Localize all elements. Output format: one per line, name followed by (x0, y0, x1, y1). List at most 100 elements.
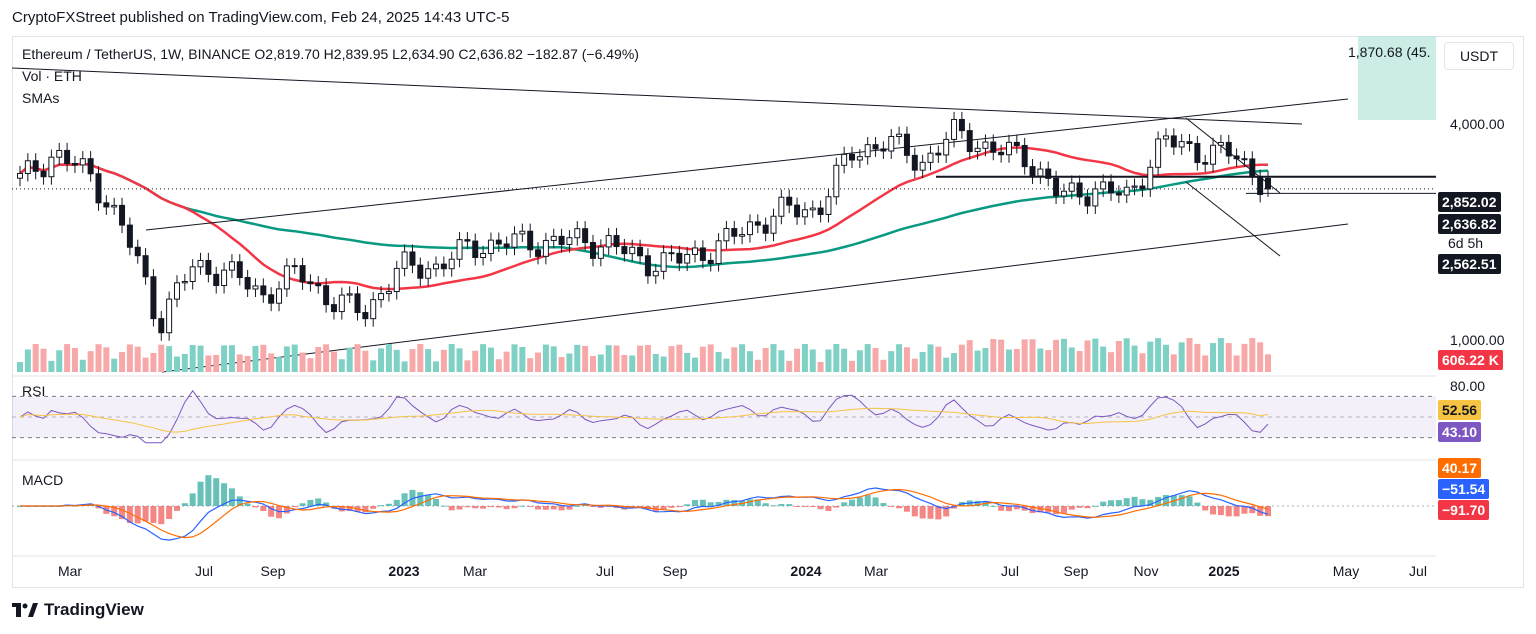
macd-hist-bar (480, 506, 487, 509)
tradingview-logo[interactable]: TradingView (12, 600, 144, 620)
candle-body (550, 235, 557, 241)
macd-hist-bar (181, 503, 188, 506)
volume-bar (487, 347, 494, 372)
candle-body (809, 207, 816, 211)
candle-body (1155, 138, 1162, 168)
sma-slow-line (19, 162, 1269, 269)
candle-body (472, 240, 479, 259)
macd-hist-bar (1060, 506, 1067, 514)
volume-bar (330, 351, 337, 372)
volume-bar (558, 357, 565, 372)
sma-legend[interactable]: SMAs (22, 90, 60, 106)
volume-bar (244, 356, 251, 372)
macd-hist-bar (1131, 496, 1138, 506)
volume-bar (480, 344, 487, 372)
candle-body (166, 298, 173, 334)
symbol-name: Ethereum / TetherUS, 1W, BINANCE (22, 46, 251, 62)
price-axis-label-4000: 4,000.00 (1450, 116, 1505, 132)
macd-hist-bar (692, 499, 699, 506)
macd-hist-bar (213, 478, 220, 506)
candle-body (542, 239, 549, 257)
candle-body (511, 233, 518, 248)
volume-bar (699, 346, 706, 372)
candle-body (1131, 185, 1138, 188)
macd-hist-bar (637, 506, 644, 507)
volume-bar (739, 344, 746, 372)
macd-title[interactable]: MACD (22, 472, 64, 488)
volume-bar (762, 347, 769, 372)
candle-body (746, 221, 753, 236)
macd-hist-bar (346, 506, 353, 512)
volume-bar (864, 344, 871, 372)
candle-body (833, 164, 840, 198)
macd-hist-bar (872, 497, 879, 506)
macd-hist-bar (299, 503, 306, 506)
currency-button[interactable]: USDT (1444, 42, 1514, 70)
candle-body (778, 196, 785, 217)
macd-hist-bar (841, 502, 848, 506)
volume-bar (1123, 338, 1130, 372)
volume-bar (511, 344, 518, 372)
macd-hist-bar (119, 506, 126, 520)
volume-bar (809, 349, 816, 372)
candle-body (1186, 141, 1193, 144)
macd-hist-bar (472, 506, 479, 509)
long-position-box (1358, 36, 1436, 120)
volume-bar (464, 360, 471, 372)
candle-body (126, 224, 133, 248)
volume-bar (1194, 343, 1201, 372)
volume-bar (990, 339, 997, 372)
macd-hist-bar (1162, 495, 1169, 506)
candle-body (338, 294, 345, 313)
volume-bar (519, 346, 526, 372)
macd-hist-bar (935, 506, 942, 520)
volume-bar (550, 346, 557, 372)
candle-body (1241, 158, 1248, 161)
macd-hist-bar (896, 506, 903, 509)
candle-body (1233, 155, 1240, 160)
candle-body (699, 247, 706, 261)
volume-bar (825, 349, 832, 372)
candle-body (48, 156, 55, 178)
candle-body (260, 285, 267, 296)
volume-bar (166, 346, 173, 372)
symbol-legend[interactable]: Ethereum / TetherUS, 1W, BINANCE O2,819.… (22, 46, 639, 62)
volume-bar (778, 350, 785, 372)
volume-bar (119, 352, 126, 372)
candle-body (142, 255, 149, 278)
volume-bar (880, 359, 887, 372)
candle-body (943, 138, 950, 156)
volume-bar (786, 360, 793, 372)
candle-body (817, 207, 824, 215)
volume-bar (684, 353, 691, 372)
candle-body (1265, 177, 1271, 190)
candle-body (1045, 168, 1052, 179)
volume-bar (589, 356, 596, 372)
volume-bar (982, 347, 989, 372)
macd-hist-bar (166, 506, 173, 519)
volume-bar (362, 350, 369, 372)
volume-bar (597, 354, 604, 372)
candle-body (621, 246, 628, 255)
volume-bar (1265, 354, 1271, 372)
rsi-ma-line (19, 407, 1269, 433)
macd-hist-bar (291, 506, 298, 508)
macd-hist-bar (762, 503, 769, 506)
volume-bar (927, 344, 934, 372)
candle-body (1029, 166, 1036, 177)
candle-body (283, 265, 290, 290)
chart-canvas[interactable] (12, 36, 1436, 588)
volume-bar (621, 354, 628, 372)
candle-body (707, 259, 714, 265)
volume-legend[interactable]: Vol · ETH (22, 68, 82, 84)
macd-hist-bar (833, 506, 840, 508)
volume-bar (228, 345, 235, 372)
publisher-line: CryptoFXStreet published on TradingView.… (12, 9, 510, 26)
macd-hist-bar (903, 506, 910, 512)
candle-body (1202, 162, 1209, 165)
volume-bar (817, 361, 824, 372)
volume-bar (723, 358, 730, 372)
rsi-title[interactable]: RSI (22, 383, 46, 399)
macd-hist-bar (801, 506, 808, 507)
macd-hist-bar (260, 506, 267, 512)
